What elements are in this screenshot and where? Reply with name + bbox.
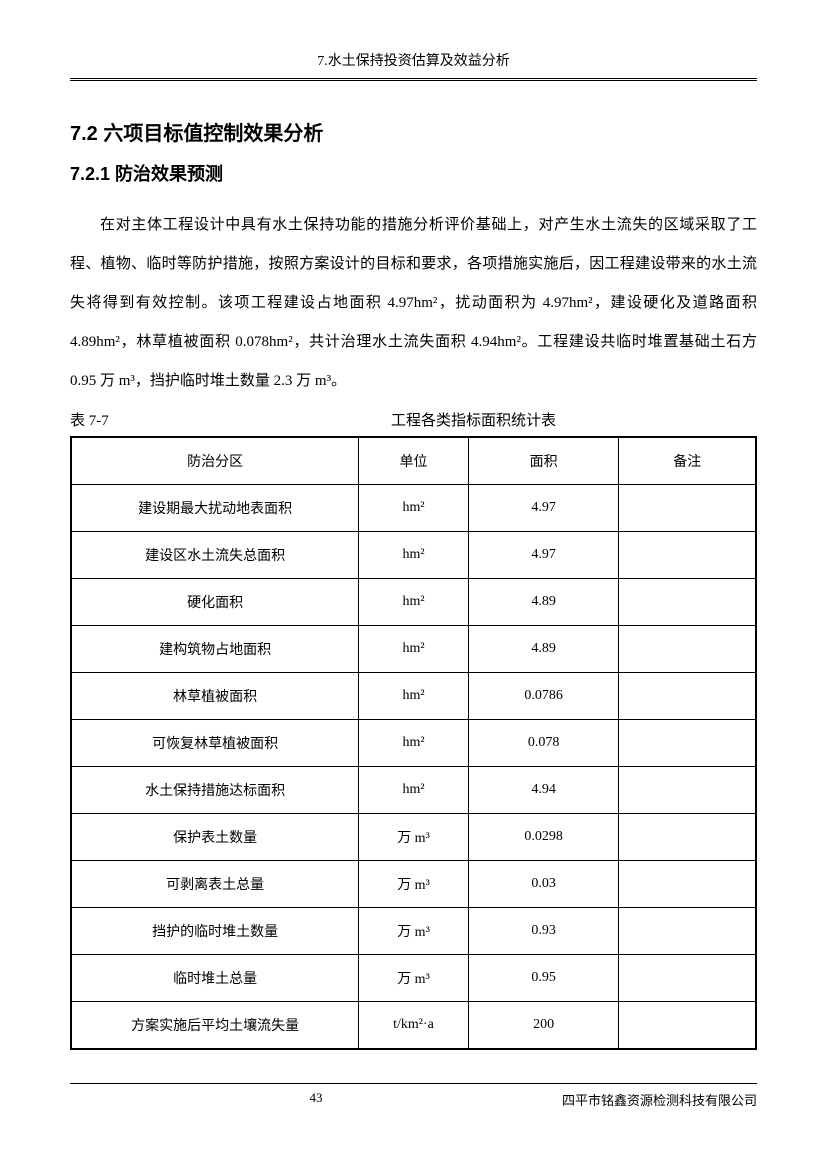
table-row: 保护表土数量万 m³0.0298: [71, 814, 756, 861]
table-header-row: 防治分区 单位 面积 备注: [71, 437, 756, 485]
cell-unit: 万 m³: [359, 955, 469, 1002]
table-row: 建设区水土流失总面积hm²4.97: [71, 532, 756, 579]
cell-unit: hm²: [359, 720, 469, 767]
footer-page-number: 43: [70, 1090, 562, 1109]
cell-area: 4.89: [468, 579, 619, 626]
cell-unit: hm²: [359, 673, 469, 720]
table-row: 挡护的临时堆土数量万 m³0.93: [71, 908, 756, 955]
cell-zone: 保护表土数量: [71, 814, 359, 861]
table-row: 临时堆土总量万 m³0.95: [71, 955, 756, 1002]
cell-area: 0.0298: [468, 814, 619, 861]
header-zone: 防治分区: [71, 437, 359, 485]
cell-area: 0.078: [468, 720, 619, 767]
table-row: 水土保持措施达标面积hm²4.94: [71, 767, 756, 814]
cell-zone: 建构筑物占地面积: [71, 626, 359, 673]
cell-note: [619, 955, 756, 1002]
cell-area: 0.03: [468, 861, 619, 908]
cell-note: [619, 908, 756, 955]
cell-note: [619, 626, 756, 673]
cell-note: [619, 579, 756, 626]
table-label: 表 7-7: [70, 409, 190, 430]
table-row: 建设期最大扰动地表面积hm²4.97: [71, 485, 756, 532]
page-footer: 43 四平市铭鑫资源检测科技有限公司: [70, 1083, 757, 1109]
table-row: 方案实施后平均土壤流失量t/km²·a200: [71, 1002, 756, 1050]
cell-area: 4.97: [468, 532, 619, 579]
cell-area: 0.93: [468, 908, 619, 955]
cell-area: 4.94: [468, 767, 619, 814]
cell-area: 4.89: [468, 626, 619, 673]
cell-area: 200: [468, 1002, 619, 1050]
cell-note: [619, 485, 756, 532]
cell-unit: hm²: [359, 767, 469, 814]
table-row: 林草植被面积hm²0.0786: [71, 673, 756, 720]
page-header: 7.水土保持投资估算及效益分析: [70, 50, 757, 81]
cell-unit: hm²: [359, 532, 469, 579]
footer-company: 四平市铭鑫资源检测科技有限公司: [562, 1090, 757, 1109]
cell-unit: hm²: [359, 485, 469, 532]
cell-note: [619, 861, 756, 908]
cell-note: [619, 532, 756, 579]
cell-note: [619, 720, 756, 767]
cell-unit: 万 m³: [359, 861, 469, 908]
cell-zone: 挡护的临时堆土数量: [71, 908, 359, 955]
cell-area: 0.95: [468, 955, 619, 1002]
cell-zone: 林草植被面积: [71, 673, 359, 720]
cell-zone: 可剥离表土总量: [71, 861, 359, 908]
header-area: 面积: [468, 437, 619, 485]
cell-unit: hm²: [359, 626, 469, 673]
cell-area: 0.0786: [468, 673, 619, 720]
cell-zone: 硬化面积: [71, 579, 359, 626]
body-paragraph: 在对主体工程设计中具有水土保持功能的措施分析评价基础上，对产生水土流失的区域采取…: [70, 206, 757, 401]
cell-note: [619, 673, 756, 720]
table-caption: 表 7-7 工程各类指标面积统计表: [70, 409, 757, 430]
table-row: 可恢复林草植被面积hm²0.078: [71, 720, 756, 767]
cell-zone: 水土保持措施达标面积: [71, 767, 359, 814]
cell-zone: 方案实施后平均土壤流失量: [71, 1002, 359, 1050]
statistics-table: 防治分区 单位 面积 备注 建设期最大扰动地表面积hm²4.97建设区水土流失总…: [70, 436, 757, 1050]
cell-zone: 建设期最大扰动地表面积: [71, 485, 359, 532]
cell-note: [619, 767, 756, 814]
table-row: 硬化面积hm²4.89: [71, 579, 756, 626]
header-title: 7.水土保持投资估算及效益分析: [317, 54, 510, 69]
header-unit: 单位: [359, 437, 469, 485]
cell-unit: 万 m³: [359, 908, 469, 955]
section-heading-7-2: 7.2 六项目标值控制效果分析: [70, 117, 757, 146]
cell-unit: 万 m³: [359, 814, 469, 861]
table-row: 建构筑物占地面积hm²4.89: [71, 626, 756, 673]
cell-zone: 临时堆土总量: [71, 955, 359, 1002]
cell-note: [619, 1002, 756, 1050]
table-title: 工程各类指标面积统计表: [190, 409, 757, 430]
cell-unit: hm²: [359, 579, 469, 626]
cell-zone: 建设区水土流失总面积: [71, 532, 359, 579]
header-note: 备注: [619, 437, 756, 485]
cell-unit: t/km²·a: [359, 1002, 469, 1050]
table-row: 可剥离表土总量万 m³0.03: [71, 861, 756, 908]
cell-area: 4.97: [468, 485, 619, 532]
section-heading-7-2-1: 7.2.1 防治效果预测: [70, 160, 757, 186]
cell-zone: 可恢复林草植被面积: [71, 720, 359, 767]
cell-note: [619, 814, 756, 861]
